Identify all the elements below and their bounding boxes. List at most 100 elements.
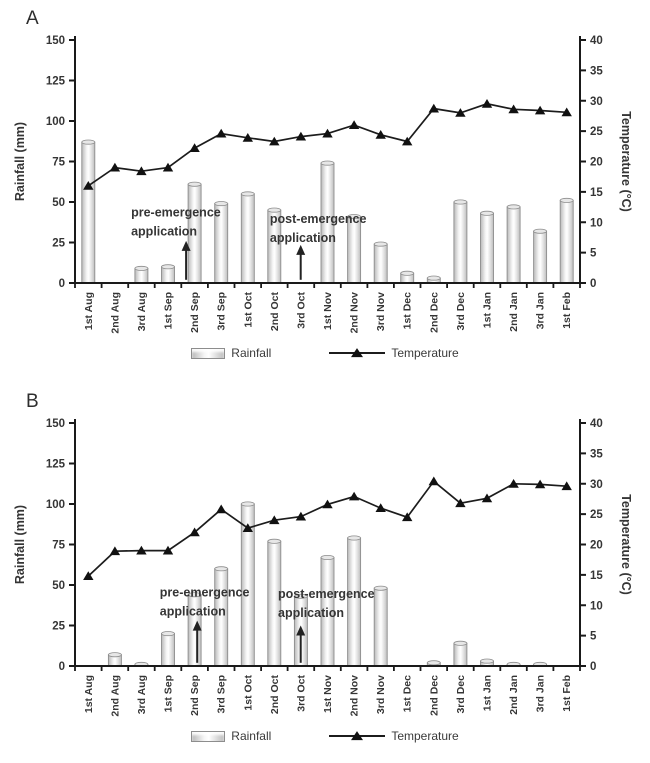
left-tick-label: 25 (52, 238, 65, 250)
rainfall-bar (453, 201, 468, 284)
right-tick-label: 35 (590, 448, 603, 460)
temperature-marker-icon (295, 511, 307, 521)
right-tick-label: 5 (590, 631, 597, 643)
right-tick-label: 35 (590, 65, 603, 77)
temperature-marker-icon (295, 131, 307, 141)
right-tick-label: 0 (590, 278, 596, 290)
temperature-marker-icon (561, 107, 572, 117)
x-tick-label: 3rd Aug (136, 675, 148, 714)
temperature-marker-icon (162, 545, 174, 555)
x-tick-label: 3rd Oct (295, 675, 307, 712)
temperature-marker-icon (534, 105, 546, 115)
annotation-line2: application (131, 225, 197, 239)
x-tick-label: 1st Dec (402, 292, 414, 330)
x-tick-label: 1st Feb (561, 292, 573, 329)
temperature-marker-icon (481, 99, 493, 108)
rainfall-bar-top (320, 160, 335, 166)
temperature-marker-icon (508, 104, 519, 114)
rainfall-bar-top (187, 592, 202, 598)
rainfall-bar-top (480, 210, 494, 216)
chart-b: pre-emergence application post-emergence ap… (13, 418, 633, 717)
annotation: post-emergence application (278, 587, 375, 663)
rainfall-bar (347, 216, 362, 284)
x-tick-label: 3rd Sep (216, 675, 228, 714)
panel-a: A pre-emergence application post-emergence… (0, 0, 650, 380)
panel-b-label: B (26, 391, 40, 412)
rainfall-bar-top (267, 207, 282, 213)
rainfall-bar (161, 633, 175, 667)
rainfall-bar-top (240, 191, 255, 197)
right-axis-title: Temperature (°C) (619, 111, 633, 212)
rainfall-bar-top (426, 660, 441, 666)
temperature-marker-icon (561, 481, 572, 491)
temperature-marker-icon (534, 479, 546, 489)
temperature-marker-icon (322, 499, 333, 509)
x-tick-label: 3rd Aug (136, 292, 148, 331)
left-tick-label: 125 (46, 76, 66, 88)
temperature-markers (83, 476, 572, 580)
left-tick-label: 150 (46, 35, 65, 47)
rainfall-bar-top (373, 585, 388, 591)
rainfall-bar-top (161, 631, 175, 637)
rainfall-bar (373, 587, 388, 667)
chart-a: pre-emergence application post-emergence ap… (13, 35, 633, 334)
rainfall-swatch-icon (191, 730, 226, 742)
temperature-marker-icon (189, 527, 200, 537)
temperature-marker-icon (481, 493, 493, 503)
x-tick-label: 2nd Nov (349, 675, 361, 717)
left-tick-label: 75 (52, 540, 65, 552)
right-tick-label: 40 (590, 35, 603, 47)
right-tick-label: 20 (590, 540, 603, 552)
rainfall-bar-top (267, 538, 282, 544)
left-tick-label: 50 (52, 197, 65, 209)
x-tick-label: 1st Jan (482, 292, 494, 328)
legend-temperature-label: Temperature (391, 729, 459, 743)
x-tick-label: 2nd Dec (428, 292, 440, 333)
annotation-line1: pre-emergence (160, 585, 250, 599)
right-tick-label: 25 (590, 509, 603, 521)
left-tick-label: 100 (46, 499, 65, 511)
annotation-line2: application (278, 606, 344, 620)
x-tick-label: 1st Sep (163, 292, 175, 329)
rainfall-bar (81, 141, 96, 284)
left-tick-label: 50 (52, 580, 65, 592)
rainfall-bar-top (506, 204, 521, 210)
temperature-marker-icon (136, 166, 147, 176)
temperature-marker-icon (428, 103, 439, 113)
x-tick-label: 1st Feb (561, 675, 573, 712)
rainfall-swatch-icon (191, 347, 226, 359)
legend-b: Rainfall Temperature (0, 729, 650, 743)
rainfall-bar-top (400, 270, 415, 276)
rainfall-bar-top (320, 554, 335, 560)
right-tick-label: 25 (590, 126, 603, 138)
right-tick-label: 10 (590, 217, 603, 229)
triangle-marker-icon (351, 348, 364, 358)
annotation: pre-emergence application (131, 206, 221, 280)
temperature-marker-icon (508, 479, 519, 488)
x-tick-label: 1st Aug (83, 292, 95, 330)
rainfall-bar-top (214, 201, 229, 207)
legend-temperature-label: Temperature (391, 346, 459, 360)
rainfall-bar-top (293, 593, 308, 599)
rainfall-bar-top (187, 181, 202, 187)
temperature-marker-icon (428, 476, 439, 486)
annotation-arrow-head-icon (296, 244, 306, 255)
left-tick-label: 0 (59, 278, 65, 290)
right-tick-label: 20 (590, 157, 603, 169)
rainfall-bar-top (214, 566, 229, 572)
x-tick-label: 3rd Dec (455, 292, 467, 331)
right-tick-label: 10 (590, 600, 603, 612)
x-tick-label: 2nd Jan (508, 675, 520, 715)
rainfall-bar (480, 212, 494, 284)
x-tick-label: 3rd Nov (375, 675, 387, 714)
x-tick-label: 1st Oct (242, 675, 254, 711)
left-axis-title: Rainfall (mm) (13, 122, 27, 201)
rainfall-bar (506, 206, 521, 284)
annotation-line2: application (270, 231, 336, 245)
x-tick-label: 1st Jan (482, 675, 494, 711)
temperature-marker-icon (109, 546, 121, 556)
annotation: post-emergence application (270, 212, 367, 280)
x-tick-label: 2nd Oct (269, 292, 281, 332)
temperature-marker-icon (109, 162, 121, 172)
rainfall-bar-top (134, 265, 149, 271)
